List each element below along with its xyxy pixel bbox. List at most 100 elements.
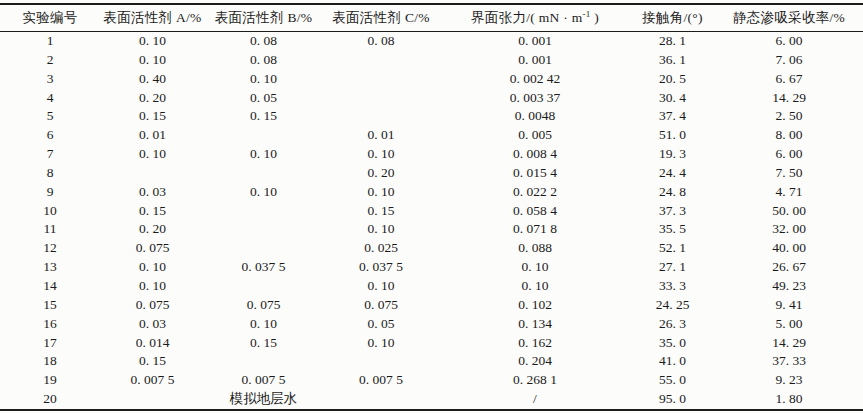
cell-ift: 0. 058 4 (440, 202, 630, 221)
cell-ift: 0. 134 (440, 315, 630, 334)
cell-exp-no: 20 (0, 390, 100, 410)
cell-surfactant-a: 0. 03 (100, 183, 205, 202)
cell-ift: 0. 002 42 (440, 70, 630, 89)
cell-exp-no: 1 (0, 32, 100, 51)
table-row: 90. 030. 100. 100. 022 224. 84. 71 (0, 183, 863, 202)
cell-contact-angle: 28. 1 (630, 32, 715, 51)
cell-recovery: 1. 80 (715, 390, 863, 410)
cell-surfactant-b: 0. 08 (205, 51, 322, 70)
cell-recovery: 6. 00 (715, 145, 863, 164)
cell-ift: 0. 0048 (440, 107, 630, 126)
table-row: 30. 400. 100. 002 4220. 56. 67 (0, 70, 863, 89)
cell-exp-no: 14 (0, 277, 100, 296)
cell-surfactant-b: 0. 075 (205, 296, 322, 315)
cell-surfactant-c: 0. 037 5 (322, 258, 440, 277)
cell-ift: 0. 088 (440, 239, 630, 258)
cell-recovery: 49. 23 (715, 277, 863, 296)
cell-contact-angle: 33. 3 (630, 277, 715, 296)
cell-recovery: 6. 67 (715, 70, 863, 89)
cell-contact-angle: 27. 1 (630, 258, 715, 277)
cell-surfactant-c (322, 89, 440, 108)
cell-contact-angle: 24. 4 (630, 164, 715, 183)
cell-ift: 0. 008 4 (440, 145, 630, 164)
cell-surfactant-a: 0. 10 (100, 145, 205, 164)
table-body: 10. 100. 080. 080. 00128. 16. 0020. 100.… (0, 32, 863, 410)
cell-exp-no: 3 (0, 70, 100, 89)
cell-ift: 0. 001 (440, 32, 630, 51)
cell-surfactant-a: 0. 075 (100, 296, 205, 315)
cell-contact-angle: 52. 1 (630, 239, 715, 258)
cell-exp-no: 6 (0, 126, 100, 145)
cell-ift: 0. 204 (440, 352, 630, 371)
table-row: 160. 030. 100. 050. 13426. 35. 00 (0, 315, 863, 334)
col-header-contact-angle: 接触角/(°) (630, 4, 715, 32)
cell-exp-no: 12 (0, 239, 100, 258)
cell-contact-angle: 26. 3 (630, 315, 715, 334)
table-row: 20模拟地层水/95. 01. 80 (0, 390, 863, 410)
cell-surfactant-b: 0. 007 5 (205, 371, 322, 390)
table-row: 140. 100. 100. 1033. 349. 23 (0, 277, 863, 296)
cell-surfactant-a: 0. 014 (100, 334, 205, 353)
cell-recovery: 2. 50 (715, 107, 863, 126)
cell-surfactant-b: 0. 10 (205, 183, 322, 202)
cell-contact-angle: 36. 1 (630, 51, 715, 70)
cell-recovery: 7. 06 (715, 51, 863, 70)
table-row: 110. 200. 100. 071 835. 532. 00 (0, 220, 863, 239)
cell-surfactant-a: 0. 20 (100, 220, 205, 239)
cell-surfactant-a (100, 390, 205, 410)
cell-surfactant-a: 0. 15 (100, 352, 205, 371)
table-row: 130. 100. 037 50. 037 50. 1027. 126. 67 (0, 258, 863, 277)
col-header-ift: 界面张力/( mN · m-1 ) (440, 4, 630, 32)
cell-ift: 0. 015 4 (440, 164, 630, 183)
cell-ift: 0. 003 37 (440, 89, 630, 108)
cell-surfactant-b: 0. 10 (205, 145, 322, 164)
cell-contact-angle: 24. 25 (630, 296, 715, 315)
cell-contact-angle: 35. 0 (630, 334, 715, 353)
cell-surfactant-c (322, 352, 440, 371)
cell-surfactant-a: 0. 20 (100, 89, 205, 108)
cell-recovery: 6. 00 (715, 32, 863, 51)
cell-surfactant-c: 0. 20 (322, 164, 440, 183)
cell-exp-no: 2 (0, 51, 100, 70)
cell-surfactant-c: 0. 01 (322, 126, 440, 145)
cell-exp-no: 9 (0, 183, 100, 202)
col-header-surfactant-a: 表面活性剂 A/% (100, 4, 205, 32)
cell-ift: 0. 102 (440, 296, 630, 315)
table-header: 实验编号 表面活性剂 A/% 表面活性剂 B/% 表面活性剂 C/% 界面张力/… (0, 4, 863, 32)
cell-exp-no: 5 (0, 107, 100, 126)
cell-ift: 0. 022 2 (440, 183, 630, 202)
cell-recovery: 40. 00 (715, 239, 863, 258)
cell-surfactant-b: 0. 15 (205, 334, 322, 353)
ift-unit-exponent: -1 (582, 9, 590, 19)
cell-surfactant-a: 0. 15 (100, 107, 205, 126)
cell-exp-no: 13 (0, 258, 100, 277)
cell-ift: 0. 001 (440, 51, 630, 70)
cell-surfactant-a: 0. 10 (100, 258, 205, 277)
cell-surfactant-c: 0. 10 (322, 145, 440, 164)
cell-contact-angle: 37. 4 (630, 107, 715, 126)
table-row: 20. 100. 080. 00136. 17. 06 (0, 51, 863, 70)
cell-surfactant-b (205, 352, 322, 371)
cell-recovery: 8. 00 (715, 126, 863, 145)
cell-surfactant-c (322, 390, 440, 410)
cell-surfactant-b (205, 239, 322, 258)
cell-exp-no: 4 (0, 89, 100, 108)
cell-ift: 0. 005 (440, 126, 630, 145)
cell-surfactant-a (100, 164, 205, 183)
scanned-paper-table-region: 实验编号 表面活性剂 A/% 表面活性剂 B/% 表面活性剂 C/% 界面张力/… (0, 0, 863, 411)
cell-contact-angle: 41. 0 (630, 352, 715, 371)
cell-surfactant-b (205, 164, 322, 183)
cell-recovery: 14. 29 (715, 334, 863, 353)
cell-surfactant-c: 0. 025 (322, 239, 440, 258)
cell-recovery: 5. 00 (715, 315, 863, 334)
cell-exp-no: 10 (0, 202, 100, 221)
cell-surfactant-b (205, 126, 322, 145)
cell-contact-angle: 20. 5 (630, 70, 715, 89)
cell-recovery: 14. 29 (715, 89, 863, 108)
cell-recovery: 50. 00 (715, 202, 863, 221)
cell-contact-angle: 95. 0 (630, 390, 715, 410)
cell-surfactant-b: 0. 05 (205, 89, 322, 108)
table-row: 10. 100. 080. 080. 00128. 16. 00 (0, 32, 863, 51)
cell-exp-no: 18 (0, 352, 100, 371)
col-header-recovery: 静态渗吸采收率/% (715, 4, 863, 32)
